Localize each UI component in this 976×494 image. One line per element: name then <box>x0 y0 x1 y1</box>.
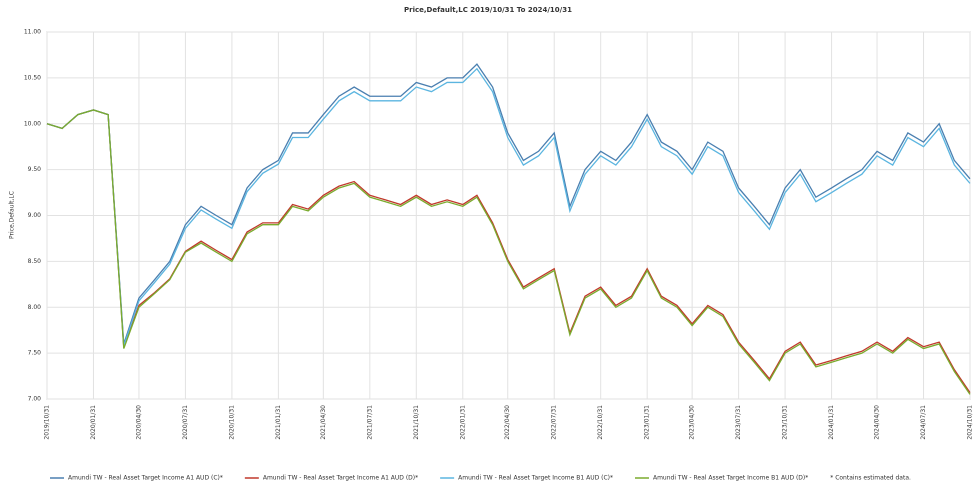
x-tick-label: 2021/07/31 <box>366 405 373 440</box>
x-tick-label: 2023/07/31 <box>735 405 742 440</box>
series-line <box>46 109 971 395</box>
chart-title: Price,Default,LC 2019/10/31 To 2024/10/3… <box>404 6 572 14</box>
x-tick-label: 2022/04/30 <box>504 405 511 440</box>
x-tick-label: 2023/01/31 <box>644 405 651 440</box>
series-line <box>46 63 971 345</box>
y-tick-label: 7.00 <box>28 396 42 403</box>
x-tick-label: 2023/04/30 <box>689 405 696 440</box>
x-tick-label: 2021/10/31 <box>413 405 420 440</box>
x-tick-label: 2022/10/31 <box>597 405 604 440</box>
x-tick-label: 2022/01/31 <box>459 405 466 440</box>
y-tick-label: 7.50 <box>28 350 42 357</box>
y-tick-label: 10.50 <box>24 74 41 81</box>
y-tick-label: 9.00 <box>28 212 42 219</box>
legend-label: Amundi TW - Real Asset Target Income B1 … <box>653 475 808 482</box>
x-tick-label: 2022/07/31 <box>551 405 558 440</box>
x-tick-label: 2019/10/31 <box>44 405 51 440</box>
legend-label: Amundi TW - Real Asset Target Income A1 … <box>263 475 418 482</box>
x-tick-label: 2021/04/30 <box>320 405 327 440</box>
x-tick-label: 2021/01/31 <box>275 405 282 440</box>
series-line <box>46 109 971 393</box>
x-tick-label: 2020/07/31 <box>182 405 189 440</box>
x-tick-label: 2020/01/31 <box>90 405 97 440</box>
y-tick-label: 8.50 <box>28 258 42 265</box>
y-tick-label: 9.50 <box>28 166 42 173</box>
x-tick-label: 2024/10/31 <box>967 405 974 440</box>
legend-label: Amundi TW - Real Asset Target Income B1 … <box>458 475 613 482</box>
note: * Contains estimated data. <box>830 475 911 482</box>
legend-label: Amundi TW - Real Asset Target Income A1 … <box>68 475 223 482</box>
x-tick-label: 2024/04/30 <box>874 405 881 440</box>
y-axis-label: Price,Default,LC <box>9 191 16 239</box>
x-tick-label: 2024/01/31 <box>828 405 835 440</box>
y-tick-label: 8.00 <box>28 304 42 311</box>
x-tick-label: 2023/10/31 <box>782 405 789 440</box>
y-tick-label: 10.00 <box>24 120 41 127</box>
series-line <box>46 67 971 346</box>
y-tick-label: 11.00 <box>24 29 41 36</box>
x-tick-label: 2024/07/31 <box>920 405 927 440</box>
x-tick-label: 2020/10/31 <box>228 405 235 440</box>
x-tick-label: 2020/04/30 <box>135 405 142 440</box>
